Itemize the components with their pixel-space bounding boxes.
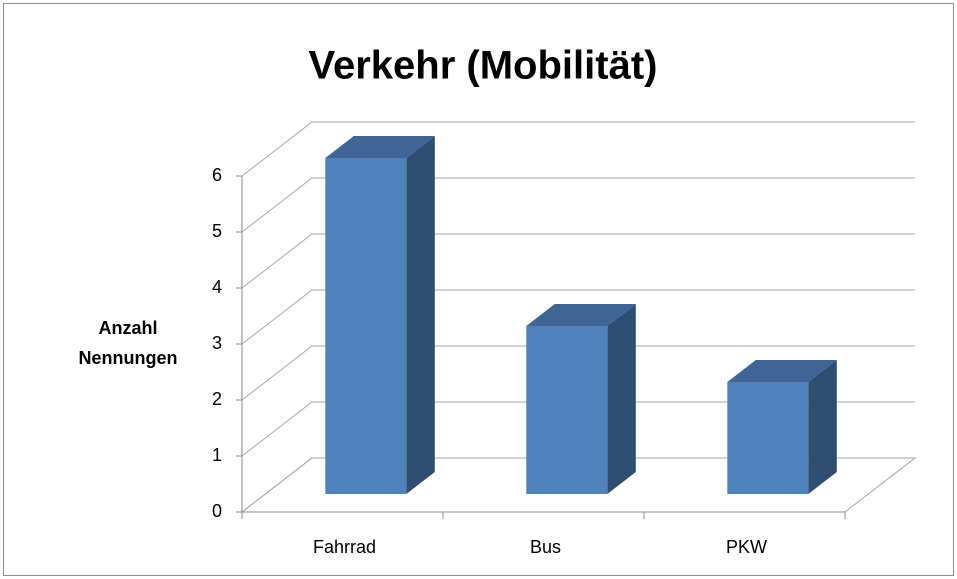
x-tick-label: Bus <box>530 537 561 557</box>
bar-front <box>727 382 809 495</box>
bar <box>727 360 837 495</box>
grid-line <box>241 177 915 233</box>
bar-top <box>325 136 435 159</box>
bar-front <box>325 158 407 495</box>
bar-side <box>406 136 435 495</box>
bar <box>526 304 636 495</box>
bar-top <box>526 304 636 327</box>
y-tick-label: 5 <box>212 221 222 241</box>
grid-line <box>241 345 915 401</box>
x-tick-label: PKW <box>726 537 767 557</box>
bar-front <box>526 326 608 495</box>
grid-line <box>241 233 915 289</box>
chart-title: Verkehr (Mobilität) <box>309 44 658 88</box>
y-axis-label: Anzahl Nennungen <box>78 318 178 368</box>
bar-side <box>808 360 837 495</box>
y-tick-label: 4 <box>212 277 222 297</box>
y-tick-label: 6 <box>212 165 222 185</box>
x-tick-label: Fahrrad <box>313 537 376 557</box>
grid-line <box>241 457 915 513</box>
grid-line <box>241 121 915 177</box>
bar <box>325 136 435 495</box>
grid-line <box>241 401 915 457</box>
bar-top <box>727 360 837 383</box>
y-tick-label: 1 <box>212 445 222 465</box>
y-tick-label: 2 <box>212 389 222 409</box>
y-tick-label: 3 <box>212 333 222 353</box>
y-tick-label: 0 <box>212 501 222 521</box>
grid-line <box>241 289 915 345</box>
bar-side <box>607 304 636 495</box>
